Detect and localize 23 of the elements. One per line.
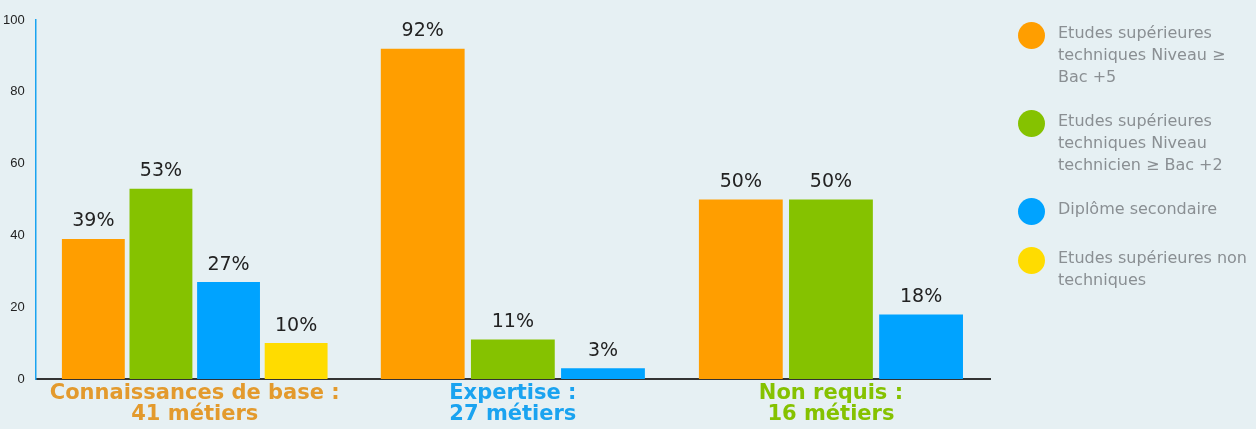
y-tick-label: 0: [17, 370, 25, 386]
y-tick-label: 40: [10, 226, 25, 242]
data-label: 50%: [809, 168, 853, 191]
x-tick-label: Non requis : 16 métiers: [758, 379, 904, 425]
x-tick-label: Expertise : 27 métiers: [449, 379, 577, 425]
legend-label: Etudes supérieures non techniques: [1058, 247, 1248, 291]
legend-label: Etudes supérieures techniques Niveau technicien ≥ Bac +2: [1058, 110, 1224, 176]
data-label: 39%: [72, 208, 115, 231]
data-label: 53%: [139, 158, 183, 181]
y-tick-label: 80: [10, 83, 25, 99]
y-tick-label: 20: [10, 298, 25, 314]
legend-label: Diplôme secondaire: [1058, 198, 1219, 220]
data-label: 50%: [719, 168, 762, 191]
y-tick-label: 100: [2, 11, 25, 27]
y-tick-label: 60: [10, 155, 25, 171]
data-label: 10%: [275, 312, 318, 335]
data-label: 3%: [587, 337, 619, 360]
data-label: 27%: [207, 251, 250, 274]
legend-label: Etudes supérieures techniques Niveau ≥ Bac +5: [1058, 22, 1227, 88]
data-label: 11%: [491, 308, 534, 331]
data-label: 92%: [401, 18, 444, 41]
x-tick-label: Connaissances de base : 41 métiers: [49, 379, 340, 425]
data-label: 18%: [899, 283, 943, 306]
